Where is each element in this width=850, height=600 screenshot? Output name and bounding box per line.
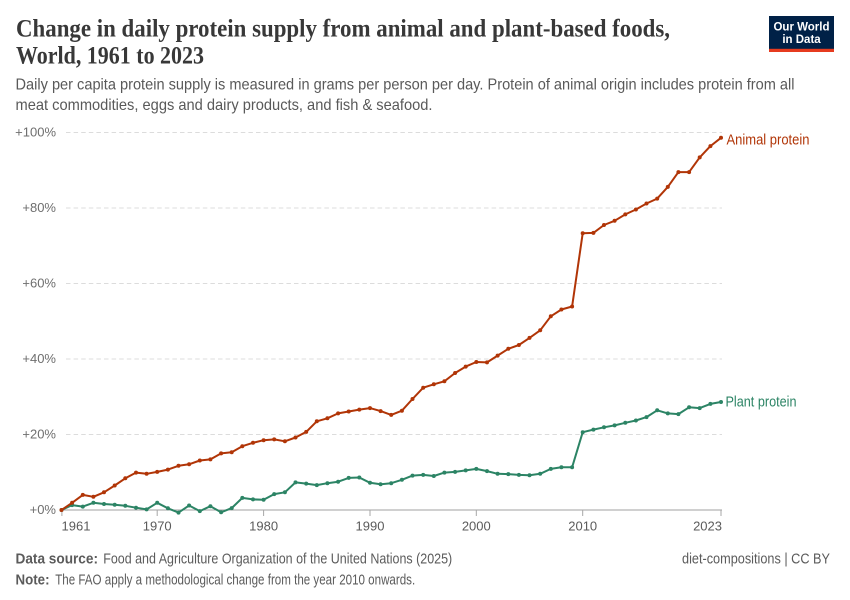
svg-text:+100%: +100% xyxy=(15,125,56,140)
svg-text:+0%: +0% xyxy=(30,502,57,517)
svg-text:diet-compositions | CC BY: diet-compositions | CC BY xyxy=(682,550,830,567)
svg-text:2010: 2010 xyxy=(568,519,597,534)
svg-text:Change in daily protein supply: Change in daily protein supply from anim… xyxy=(16,16,670,43)
svg-text:Note:: Note: xyxy=(16,571,50,588)
svg-text:1980: 1980 xyxy=(249,519,278,534)
svg-text:+20%: +20% xyxy=(22,427,56,442)
svg-text:World, 1961 to 2023: World, 1961 to 2023 xyxy=(16,42,204,69)
svg-text:The FAO apply a methodological: The FAO apply a methodological change fr… xyxy=(55,571,415,588)
svg-text:Food and Agriculture Organizat: Food and Agriculture Organization of the… xyxy=(103,550,452,567)
svg-text:+60%: +60% xyxy=(22,276,56,291)
svg-text:Daily per capita protein suppl: Daily per capita protein supply is measu… xyxy=(16,77,795,94)
svg-text:2023: 2023 xyxy=(693,519,722,534)
svg-text:Animal protein: Animal protein xyxy=(727,132,810,149)
svg-text:+80%: +80% xyxy=(22,200,56,215)
svg-text:Plant protein: Plant protein xyxy=(726,394,797,411)
svg-text:in Data: in Data xyxy=(782,34,821,46)
svg-text:1990: 1990 xyxy=(356,519,385,534)
svg-text:Data source:: Data source: xyxy=(16,550,99,567)
svg-text:1970: 1970 xyxy=(143,519,172,534)
svg-text:1961: 1961 xyxy=(62,519,91,534)
svg-text:2000: 2000 xyxy=(462,519,491,534)
svg-text:+40%: +40% xyxy=(22,351,56,366)
svg-text:Our World: Our World xyxy=(773,21,829,33)
svg-text:meat commodities, eggs and dai: meat commodities, eggs and dairy product… xyxy=(16,97,433,114)
